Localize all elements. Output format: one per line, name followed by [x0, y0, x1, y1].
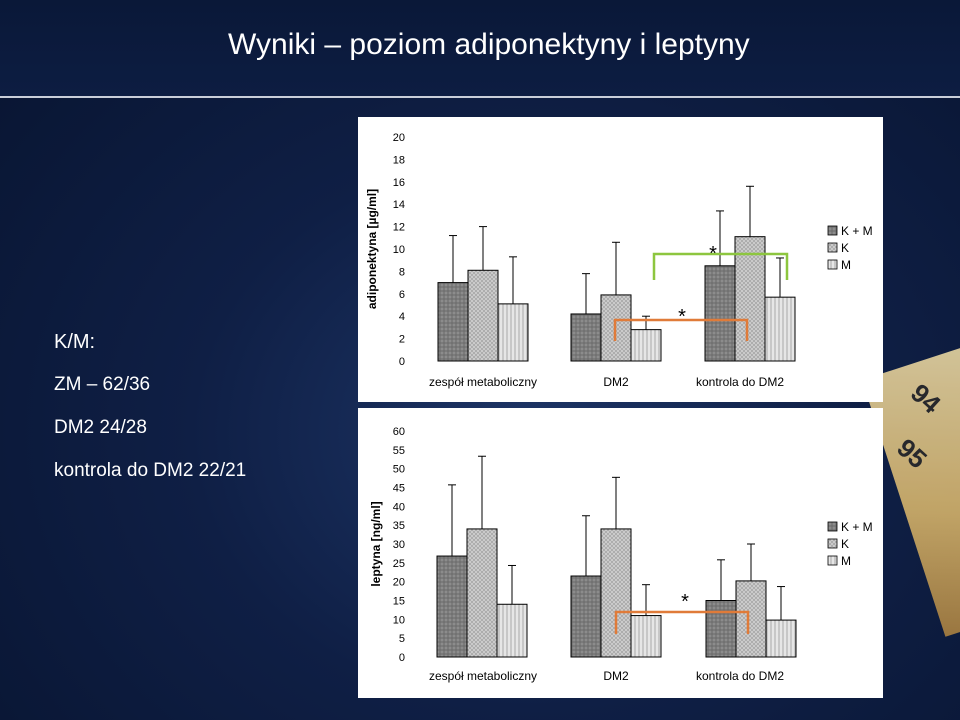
y-axis-label: leptyna [ng/ml] — [369, 501, 383, 586]
legend-label: K + M — [841, 520, 873, 534]
y-tick-label: 20 — [393, 577, 405, 589]
significance-asterisk: * — [681, 591, 689, 613]
category-label: DM2 — [603, 375, 629, 389]
legend-label: K + M — [841, 224, 873, 238]
y-tick-label: 0 — [399, 652, 405, 664]
bar-km — [705, 600, 737, 658]
adiponectin-chart-svg: adiponektyna [µg/ml] 0 2 4 6 8 10 12 14 16 18 20 zes… — [365, 132, 873, 389]
group-line-zm: ZM – 62/36 — [54, 374, 151, 395]
adiponectin-chart: adiponektyna [µg/ml] 0 2 4 6 8 10 12 14 16 18 20 zes… — [358, 117, 883, 402]
significance-bracket-orange — [613, 318, 749, 341]
legend-swatch — [827, 242, 838, 253]
bar-m — [630, 615, 662, 658]
y-tick-label: 60 — [393, 426, 405, 438]
tape-number: 95 — [891, 432, 933, 475]
title-band — [0, 0, 960, 98]
bar-k — [466, 528, 498, 658]
bar-k — [735, 580, 767, 658]
y-tick-label: 35 — [393, 520, 405, 532]
y-tick-label: 14 — [393, 199, 405, 211]
legend-swatch — [827, 259, 838, 270]
legend-label: K — [841, 537, 849, 551]
group-line-dm2: DM2 24/28 — [54, 417, 147, 438]
bar-km — [436, 555, 468, 658]
bar-km — [704, 265, 736, 362]
bar-m — [496, 603, 528, 658]
y-tick-label: 8 — [399, 266, 405, 278]
bar-m — [764, 296, 796, 362]
category-label: zespół metaboliczny — [429, 375, 537, 389]
legend-label: M — [841, 258, 851, 272]
y-tick-label: 30 — [393, 539, 405, 551]
leptin-chart: leptyna [ng/ml] 0 5 10 15 20 25 30 35 40 45 50 55 60 z… — [358, 408, 883, 698]
slide-title: Wyniki – poziom adiponektyny i leptyny — [228, 28, 750, 61]
y-tick-label: 10 — [393, 614, 405, 626]
bar-m — [630, 329, 662, 362]
km-label: K/M: — [54, 331, 96, 353]
leptin-chart-svg: leptyna [ng/ml] 0 5 10 15 20 25 30 35 40 45 50 55 60 z… — [369, 426, 873, 683]
bar-k — [734, 236, 766, 362]
y-tick-label: 5 — [399, 633, 405, 645]
y-tick-label: 4 — [399, 311, 405, 323]
bar-k — [600, 528, 632, 658]
category-label: kontrola do DM2 — [696, 669, 784, 683]
y-tick-label: 10 — [393, 244, 405, 256]
y-tick-label: 45 — [393, 483, 405, 495]
y-tick-label: 2 — [399, 334, 405, 346]
legend-swatch — [827, 555, 838, 566]
significance-bracket-orange — [614, 610, 750, 634]
y-tick-label: 16 — [393, 177, 405, 189]
y-tick-label: 25 — [393, 558, 405, 570]
y-tick-label: 15 — [393, 596, 405, 608]
bar-km — [570, 575, 602, 658]
group-line-kontrola: kontrola do DM2 22/21 — [54, 460, 247, 481]
y-tick-label: 18 — [393, 154, 405, 166]
category-label: DM2 — [603, 669, 629, 683]
y-tick-label: 6 — [399, 289, 405, 301]
significance-asterisk: * — [709, 243, 717, 265]
category-label: zespół metaboliczny — [429, 669, 537, 683]
significance-asterisk: * — [678, 306, 686, 328]
legend-swatch — [827, 538, 838, 549]
category-label: kontrola do DM2 — [696, 375, 784, 389]
legend-swatch — [827, 225, 838, 236]
legend-label: K — [841, 241, 849, 255]
y-tick-label: 0 — [399, 356, 405, 368]
y-tick-label: 50 — [393, 464, 405, 476]
y-tick-label: 12 — [393, 222, 405, 234]
legend-label: M — [841, 554, 851, 568]
bar-m — [497, 303, 529, 362]
legend-swatch — [827, 521, 838, 532]
bar-k — [467, 269, 499, 362]
y-tick-label: 40 — [393, 501, 405, 513]
significance-bracket-green — [652, 252, 789, 280]
tape-number: 94 — [904, 377, 947, 420]
bar-km — [437, 282, 469, 362]
bar-km — [570, 313, 602, 362]
y-tick-label: 20 — [393, 132, 405, 144]
y-tick-label: 55 — [393, 445, 405, 457]
y-axis-label: adiponektyna [µg/ml] — [365, 189, 379, 309]
bar-m — [765, 619, 797, 658]
